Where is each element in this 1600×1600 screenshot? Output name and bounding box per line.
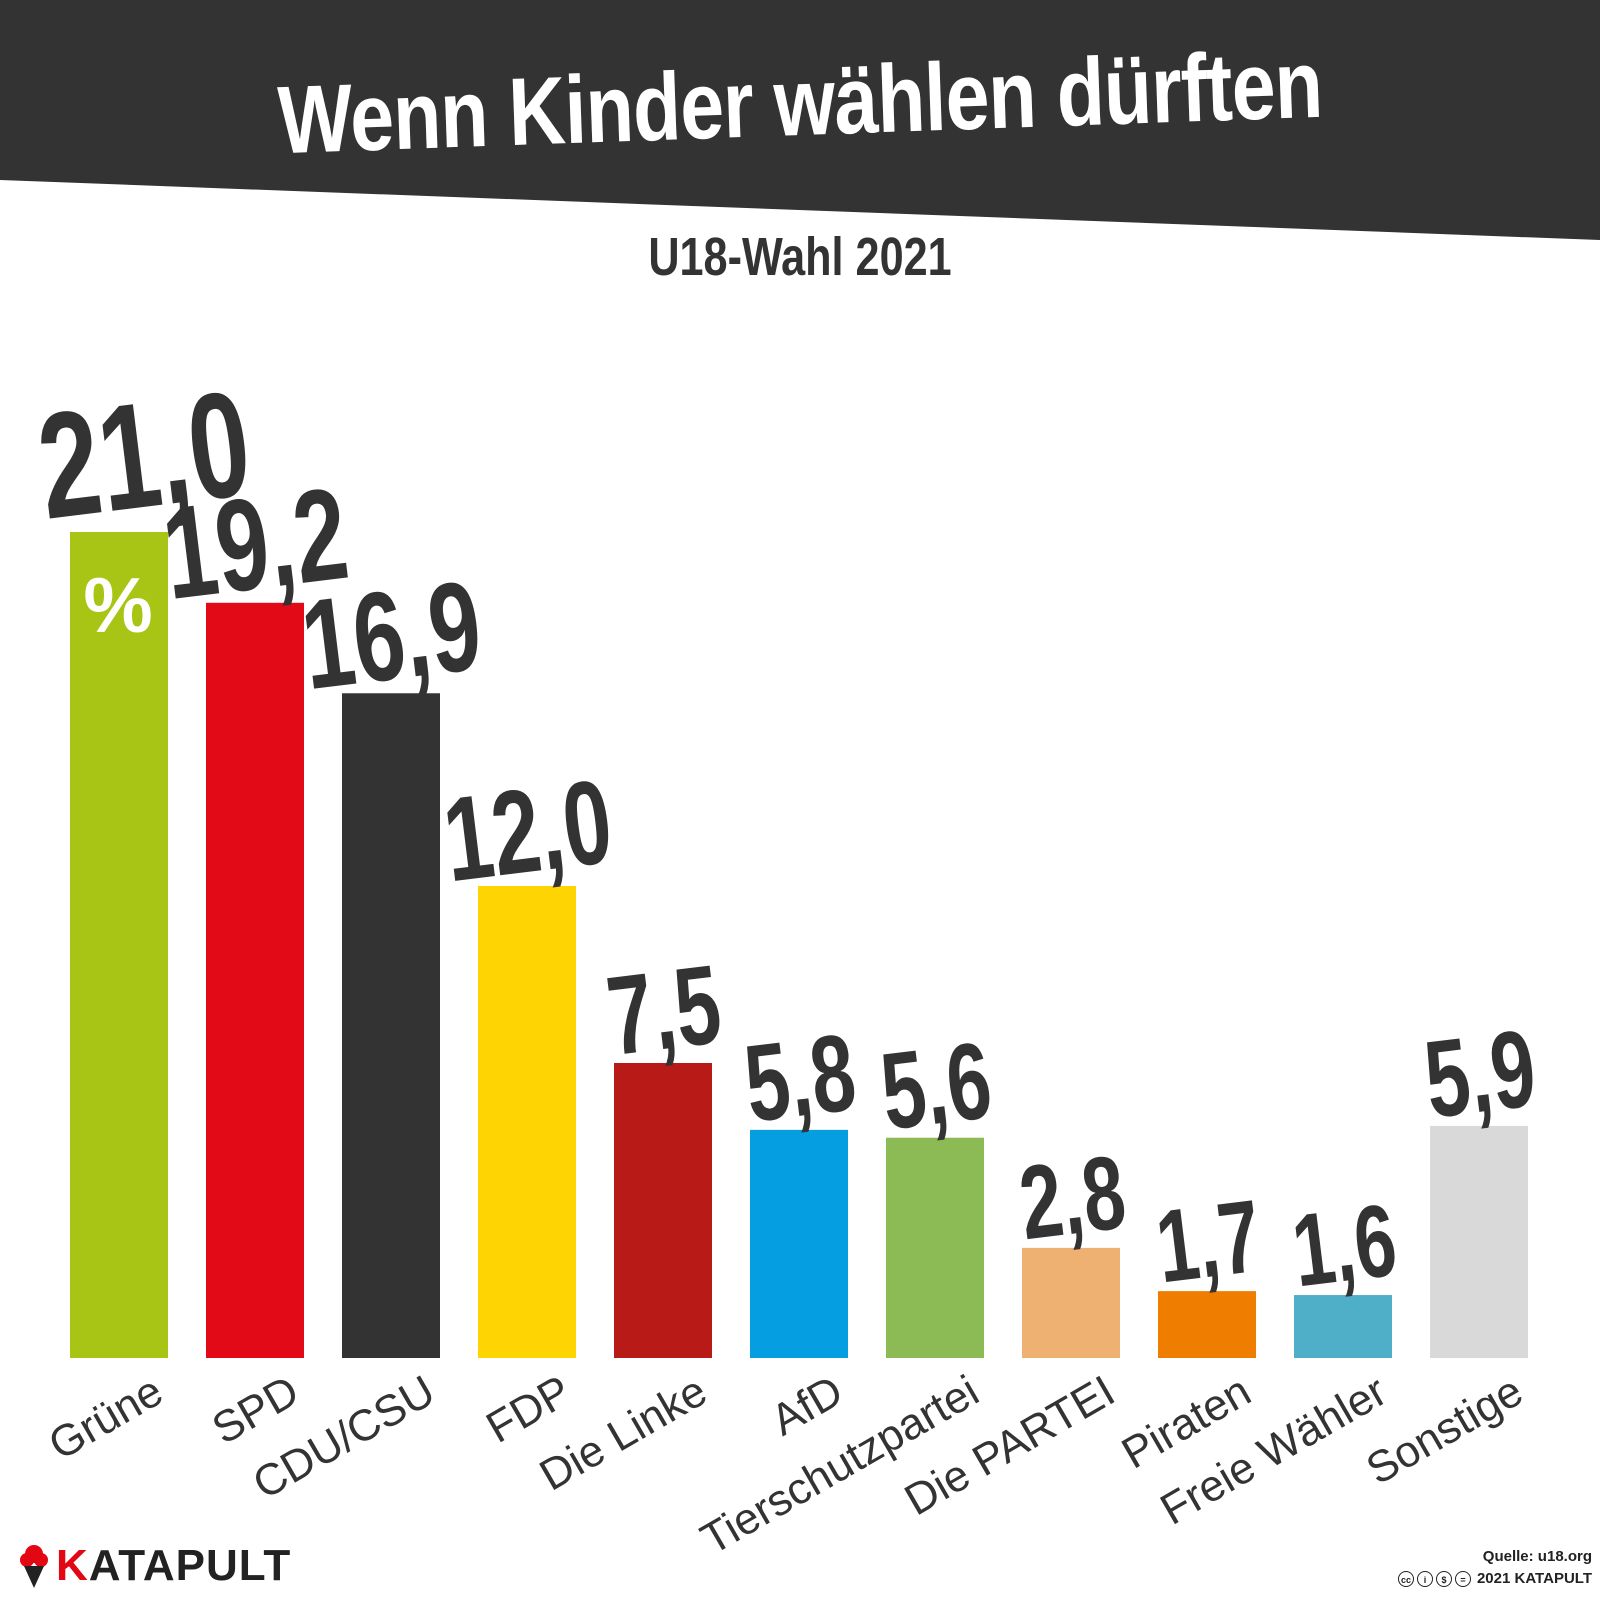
copyright-line: cc i $ = 2021 KATAPULT <box>1397 1568 1592 1590</box>
header-band <box>0 0 1600 240</box>
value-label-spd: 19,2 <box>156 461 356 628</box>
value-label-grüne: 21,0 <box>30 359 259 551</box>
bar-die-partei <box>1022 1247 1120 1358</box>
cc-icon: cc <box>1397 1571 1414 1588</box>
by-icon: i <box>1416 1571 1433 1588</box>
category-label-sonstige: Sonstige <box>1358 1366 1531 1494</box>
page-subtitle: U18-Wahl 2021 <box>648 227 952 287</box>
brand-name: KATAPULT <box>56 1541 291 1591</box>
category-label-afd: AfD <box>763 1366 851 1445</box>
value-label-die-linke: 7,5 <box>601 941 728 1079</box>
bar-die-linke <box>614 1063 712 1358</box>
value-label-die-partei: 2,8 <box>1013 1135 1131 1263</box>
bar-grüne <box>70 532 168 1358</box>
category-label-grüne: Grüne <box>41 1366 171 1470</box>
brand-name-rest: ATAPULT <box>88 1541 292 1590</box>
copyright-text: 2021 KATAPULT <box>1476 1570 1592 1587</box>
value-label-fdp: 12,0 <box>437 755 619 907</box>
value-label-freie-wähler: 1,6 <box>1286 1182 1402 1308</box>
category-label-freie-wähler: Freie Wähler <box>1152 1366 1395 1534</box>
nd-icon: = <box>1454 1571 1471 1588</box>
brand-name-first: K <box>56 1541 89 1590</box>
bar-sonstige <box>1430 1125 1528 1358</box>
bar-afd <box>750 1129 848 1358</box>
license-icons: cc i $ = <box>1397 1571 1471 1588</box>
value-labels-group: 21,019,216,9 12,0 7,5 5,8 5,62,8 1,7 1,65,9 <box>30 359 1542 1308</box>
bar-tierschutzpartei <box>886 1137 984 1358</box>
brand-logo: KATAPULT <box>18 1538 291 1594</box>
bar-cdu-csu <box>342 693 440 1358</box>
bars-group <box>70 532 1528 1358</box>
bar-fdp <box>478 886 576 1358</box>
source-block: Quelle: u18.org cc i $ = 2021 KATAPULT <box>1397 1546 1592 1590</box>
value-label-afd: 5,8 <box>739 1012 862 1146</box>
bar-freie-wähler <box>1294 1295 1392 1358</box>
value-label-sonstige: 5,9 <box>1418 1008 1542 1142</box>
bar-spd <box>206 602 304 1358</box>
value-label-piraten: 1,7 <box>1150 1178 1266 1304</box>
unit-label: % <box>83 561 152 649</box>
nc-icon: $ <box>1435 1571 1452 1588</box>
source-text: Quelle: u18.org <box>1482 1548 1592 1565</box>
value-label-cdu-csu: 16,9 <box>295 555 489 717</box>
bar-piraten <box>1158 1291 1256 1358</box>
brand-logo-icon <box>20 1545 48 1588</box>
value-label-tierschutzpartei: 5,6 <box>875 1020 998 1154</box>
